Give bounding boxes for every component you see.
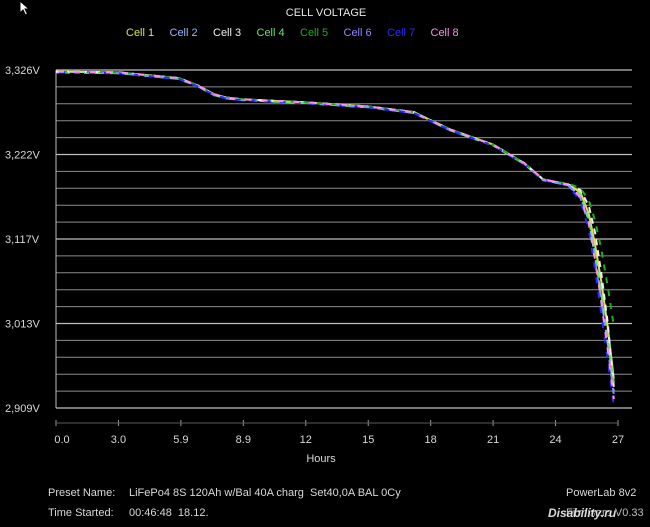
legend-item-cell-4: Cell 4 [257, 27, 285, 39]
y-tick-label: 3,222V [5, 150, 41, 162]
legend-item-cell-6: Cell 6 [344, 27, 372, 39]
chart-grid [55, 69, 632, 409]
x-tick-label: 8.9 [236, 434, 251, 446]
arrow-cursor-icon [19, 0, 31, 16]
preset-name-value: LiFePo4 8S 120Ah w/Bal 40A charg Set40,0… [129, 487, 401, 499]
x-tick-label: 12 [300, 434, 312, 446]
chart-title: CELL VOLTAGE [286, 7, 367, 19]
x-tick-label: 24 [549, 434, 561, 446]
device-name: PowerLab 8v2 [566, 487, 637, 499]
x-tick-label: 18 [425, 434, 437, 446]
preset-name-label: Preset Name: [48, 487, 116, 499]
y-tick-label: 3,117V [5, 234, 40, 246]
x-axis-label: Hours [306, 453, 336, 465]
series-line-cell-3 [55, 70, 615, 387]
x-axis-ticks: 0.0 3.0 5.9 8.9 12 15 18 21 24 27 [54, 420, 624, 446]
legend-item-cell-1: Cell 1 [126, 27, 154, 39]
x-tick-label: 15 [362, 434, 374, 446]
x-tick-label: 0.0 [54, 434, 69, 446]
y-tick-label: 2,909V [5, 403, 41, 415]
series-line-cell-1 [55, 70, 615, 379]
x-tick-label: 3.0 [111, 434, 126, 446]
series-line-cell-8 [55, 70, 615, 400]
watermark: Disability.ru [548, 506, 617, 520]
legend-item-cell-7: Cell 7 [387, 27, 415, 39]
y-tick-label: 3,013V [5, 319, 41, 331]
legend-item-cell-8: Cell 8 [431, 27, 459, 39]
x-tick-label: 27 [612, 434, 624, 446]
legend-item-cell-2: Cell 2 [170, 27, 198, 39]
x-tick-label: 5.9 [173, 434, 188, 446]
series-line-cell-5 [55, 70, 615, 327]
cell-voltage-chart: CELL VOLTAGE Cell 1 Cell 2 Cell 3 Cell 4 Cel… [5, 7, 632, 465]
y-axis-ticks: 3,326V 3,222V 3,117V 3,013V 2,909V [5, 65, 41, 415]
y-tick-label: 3,326V [5, 65, 41, 77]
chart-legend: Cell 1 Cell 2 Cell 3 Cell 4 Cell 5 Cell 6 Cell… [126, 27, 459, 39]
legend-item-cell-5: Cell 5 [300, 27, 328, 39]
series-line-cell-6 [55, 71, 615, 396]
time-started-value: 00:46:48 18.12. [129, 507, 209, 519]
legend-item-cell-3: Cell 3 [213, 27, 241, 39]
firmware-version: Firmware V0.33 [566, 507, 644, 519]
chart-series-lines [55, 70, 615, 406]
series-line-cell-4 [55, 71, 615, 384]
x-tick-label: 21 [487, 434, 499, 446]
series-line-cell-7 [55, 71, 615, 406]
time-started-label: Time Started: [48, 507, 114, 519]
series-line-cell-2 [55, 71, 615, 392]
